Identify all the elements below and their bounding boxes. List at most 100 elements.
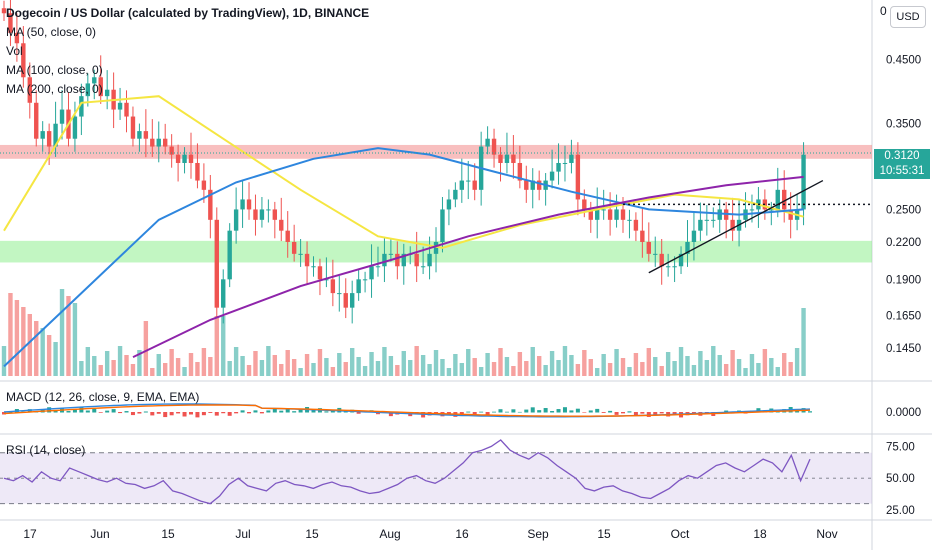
macd-bar xyxy=(195,412,200,418)
candle-body xyxy=(208,189,213,220)
candle-body xyxy=(388,253,394,255)
candle xyxy=(227,223,232,288)
candle-body xyxy=(330,279,336,294)
macd-bar xyxy=(498,409,503,413)
volume-bar xyxy=(169,349,174,376)
volume-bar xyxy=(330,367,336,376)
candle-body xyxy=(717,209,722,220)
volume-bar xyxy=(517,352,523,376)
candle-body xyxy=(227,230,232,280)
macd-bar xyxy=(640,412,645,414)
volume-bar xyxy=(362,366,368,376)
volume-bar xyxy=(214,316,219,376)
volume-bar xyxy=(498,348,503,376)
price-scale-top-label: 0 xyxy=(880,4,887,18)
candle-body xyxy=(362,279,368,281)
candle xyxy=(575,142,581,216)
legend-vol[interactable]: Vol xyxy=(6,44,23,58)
candle xyxy=(524,165,529,203)
candle xyxy=(401,243,406,285)
volume-bar xyxy=(259,360,265,376)
legend-ma50[interactable]: MA (50, close, 0) xyxy=(6,25,97,39)
candle-body xyxy=(446,199,452,210)
volume-bar xyxy=(130,364,136,376)
macd-bar xyxy=(66,411,71,413)
candle xyxy=(549,149,555,189)
candle-body xyxy=(27,77,32,103)
macd-bar xyxy=(105,410,110,413)
candle-body xyxy=(169,146,174,155)
candle xyxy=(595,187,600,239)
price-tick-label: 0.3500 xyxy=(886,119,921,131)
price-tick-label: 0.2200 xyxy=(886,237,921,249)
candle xyxy=(1,0,7,22)
macd-bar xyxy=(517,411,522,413)
volume-bars xyxy=(1,289,806,376)
volume-bar xyxy=(653,357,658,376)
volume-bar xyxy=(640,362,645,376)
volume-bar xyxy=(137,350,142,376)
volume-bar xyxy=(59,289,65,376)
volume-bar xyxy=(414,346,419,376)
price-tick-label: 0.1900 xyxy=(886,274,921,286)
time-tick-label: Jul xyxy=(235,527,250,541)
price-tick-label: 0.1650 xyxy=(886,310,921,322)
candle xyxy=(685,220,690,267)
volume-bar xyxy=(678,347,684,376)
candle-body xyxy=(491,138,497,155)
volume-bar xyxy=(743,368,748,376)
candle-body xyxy=(614,209,619,220)
candle-body xyxy=(182,154,187,163)
candle xyxy=(678,246,684,275)
macd-bar xyxy=(588,410,593,413)
candle xyxy=(214,207,219,319)
rsi-label[interactable]: RSI (14, close) xyxy=(6,443,86,457)
candle xyxy=(104,70,110,110)
currency-button[interactable]: USD xyxy=(890,6,926,28)
macd-bar xyxy=(111,409,116,413)
macd-bar xyxy=(150,412,155,416)
volume-bar xyxy=(8,293,13,376)
macd-bar xyxy=(130,412,135,416)
candle xyxy=(66,92,71,147)
volume-bar xyxy=(704,360,710,376)
macd-bar xyxy=(266,410,271,413)
time-tick-label: 15 xyxy=(597,527,611,541)
volume-bar xyxy=(1,346,7,376)
candle xyxy=(659,238,664,285)
macd-bar xyxy=(98,412,103,413)
volume-bar xyxy=(607,363,613,376)
candle xyxy=(34,90,39,147)
candle xyxy=(794,194,800,231)
macd-label[interactable]: MACD (12, 26, close, 9, EMA, EMA) xyxy=(6,390,200,404)
volume-bar xyxy=(98,365,103,376)
volume-bar xyxy=(291,359,297,376)
candles xyxy=(1,0,806,324)
volume-bar xyxy=(298,368,303,376)
time-tick-label: 15 xyxy=(161,527,175,541)
candle xyxy=(427,236,432,280)
candle xyxy=(420,246,426,275)
macd-bar xyxy=(188,412,193,415)
candle xyxy=(40,121,45,152)
volume-bar xyxy=(782,353,787,376)
candle xyxy=(150,119,155,157)
rsi-tick-label: 50.00 xyxy=(886,473,915,485)
volume-bar xyxy=(143,321,149,376)
volume-bar xyxy=(14,300,20,376)
legend-ma200[interactable]: MA (200, close, 0) xyxy=(6,82,103,96)
macd-bar xyxy=(492,411,497,413)
volume-bar xyxy=(285,350,290,376)
legend-ma100[interactable]: MA (100, close, 0) xyxy=(6,63,103,77)
volume-bar xyxy=(246,365,252,376)
candle-body xyxy=(34,102,39,139)
volume-bar xyxy=(233,347,239,376)
macd-bar xyxy=(459,412,464,415)
volume-bar xyxy=(775,367,780,376)
candle-body xyxy=(427,253,432,267)
macd-bar xyxy=(169,412,174,416)
volume-bar xyxy=(349,348,355,376)
volume-bar xyxy=(756,363,761,376)
macd-bar xyxy=(240,410,245,413)
